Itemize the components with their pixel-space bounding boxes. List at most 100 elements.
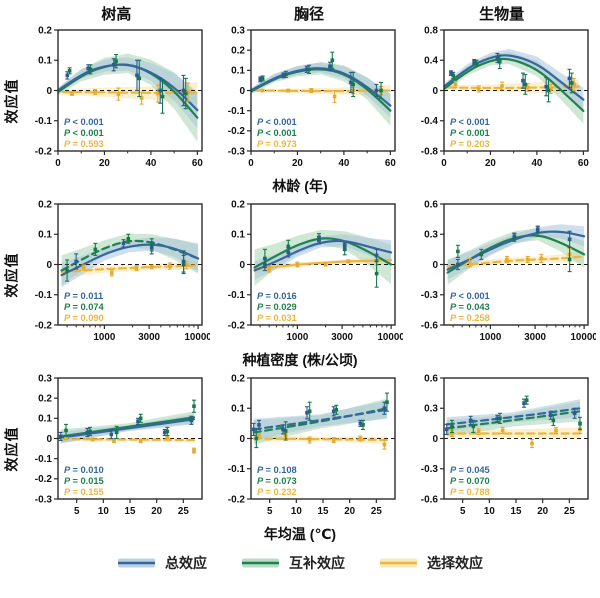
- legend-label-complementarity: 互补效应: [289, 555, 345, 571]
- svg-text:5: 5: [460, 506, 466, 517]
- svg-text:-0.2: -0.2: [228, 126, 246, 137]
- svg-text:P = 0.015: P = 0.015: [64, 476, 104, 486]
- legend-item-total: 总效应: [117, 553, 207, 573]
- svg-text:-0.1: -0.1: [228, 464, 246, 475]
- svg-text:0.1: 0.1: [38, 414, 52, 425]
- legend-label-total: 总效应: [165, 555, 207, 571]
- svg-text:P = 0.029: P = 0.029: [257, 302, 297, 312]
- svg-text:P = 0.258: P = 0.258: [450, 313, 490, 323]
- column-title-tree-height: 树高: [101, 5, 132, 23]
- row-age: 效应值 0.2 0.1 0 -0.1 -0.2 0 20 40 60 P < 0.001 P < 0…: [2, 24, 598, 177]
- svg-text:0.3: 0.3: [424, 404, 438, 415]
- svg-text:15: 15: [510, 506, 521, 517]
- panel-dbh-vs-age: 0.30.20.10-0.1-0.2-0.30 20 40 60P < 0.001P …: [228, 25, 397, 169]
- svg-text:P < 0.001: P < 0.001: [450, 128, 490, 138]
- svg-text:-0.3: -0.3: [228, 146, 246, 157]
- svg-text:0.8: 0.8: [424, 25, 438, 36]
- svg-text:5: 5: [267, 506, 273, 517]
- svg-text:0: 0: [432, 260, 438, 271]
- svg-text:P = 0.016: P = 0.016: [257, 291, 297, 301]
- legend: 总效应 互补效应 选择效应: [2, 548, 598, 578]
- svg-text:0.1: 0.1: [231, 66, 245, 77]
- column-title-dbh: 胸径: [293, 5, 324, 23]
- svg-text:10000: 10000: [185, 332, 211, 343]
- svg-text:0: 0: [47, 260, 53, 271]
- svg-text:0: 0: [441, 158, 447, 169]
- svg-text:3000: 3000: [331, 332, 353, 343]
- svg-text:0.1: 0.1: [231, 230, 245, 241]
- complementarity-effect-line-icon: [241, 556, 281, 570]
- svg-text:0.1: 0.1: [231, 404, 245, 415]
- svg-text:0: 0: [239, 260, 245, 271]
- svg-text:P = 0.090: P = 0.090: [64, 313, 104, 323]
- svg-text:0.3: 0.3: [38, 373, 52, 384]
- svg-text:P = 0.074: P = 0.074: [64, 302, 105, 312]
- svg-text:0: 0: [239, 86, 245, 97]
- svg-text:P = 0.073: P = 0.073: [257, 476, 297, 486]
- selection-effect-line-icon: [379, 556, 419, 570]
- svg-text:-0.1: -0.1: [35, 454, 53, 465]
- y-axis-label-row1: 效应值: [3, 78, 19, 123]
- svg-text:P = 0.045: P = 0.045: [450, 465, 490, 475]
- svg-text:1000: 1000: [479, 332, 501, 343]
- svg-text:25: 25: [371, 506, 382, 517]
- svg-text:0: 0: [432, 434, 438, 445]
- svg-text:10: 10: [484, 506, 495, 517]
- svg-text:0.2: 0.2: [231, 373, 245, 384]
- svg-text:0.2: 0.2: [38, 25, 52, 36]
- svg-text:P < 0.001: P < 0.001: [64, 128, 104, 138]
- svg-text:40: 40: [338, 158, 349, 169]
- svg-text:-0.2: -0.2: [35, 146, 53, 157]
- svg-text:0: 0: [248, 158, 254, 169]
- svg-text:1000: 1000: [94, 332, 116, 343]
- svg-text:0.4: 0.4: [424, 56, 438, 67]
- svg-text:25: 25: [564, 506, 575, 517]
- svg-text:15: 15: [125, 506, 136, 517]
- svg-text:P = 0.155: P = 0.155: [64, 487, 104, 497]
- svg-text:1000: 1000: [286, 332, 308, 343]
- column-titles-row: 树高 胸径 生物量: [2, 2, 598, 24]
- svg-text:20: 20: [152, 506, 163, 517]
- svg-text:-0.2: -0.2: [35, 474, 53, 485]
- svg-text:10: 10: [291, 506, 302, 517]
- svg-text:P < 0.001: P < 0.001: [257, 128, 297, 138]
- svg-text:P = 0.031: P = 0.031: [257, 313, 297, 323]
- svg-text:20: 20: [292, 158, 303, 169]
- total-effect-line-icon: [117, 556, 157, 570]
- svg-text:P = 0.043: P = 0.043: [450, 302, 490, 312]
- svg-text:P = 0.203: P = 0.203: [450, 139, 490, 149]
- svg-text:0.2: 0.2: [231, 199, 245, 210]
- svg-text:0: 0: [432, 86, 438, 97]
- svg-text:-0.1: -0.1: [228, 106, 246, 117]
- svg-text:20: 20: [99, 158, 110, 169]
- svg-text:0.3: 0.3: [424, 230, 438, 241]
- svg-text:40: 40: [146, 158, 157, 169]
- svg-text:0.6: 0.6: [424, 199, 438, 210]
- svg-text:60: 60: [385, 158, 396, 169]
- svg-text:-0.6: -0.6: [420, 494, 438, 505]
- svg-text:60: 60: [192, 158, 203, 169]
- svg-text:-0.3: -0.3: [420, 290, 438, 301]
- svg-text:0: 0: [47, 434, 53, 445]
- svg-text:P < 0.001: P < 0.001: [450, 291, 490, 301]
- svg-text:P = 0.010: P = 0.010: [64, 465, 104, 475]
- svg-text:25: 25: [178, 506, 189, 517]
- svg-text:0.1: 0.1: [38, 230, 52, 241]
- svg-text:-0.3: -0.3: [35, 494, 53, 505]
- svg-text:10000: 10000: [570, 332, 596, 343]
- svg-text:20: 20: [485, 158, 496, 169]
- svg-text:20: 20: [537, 506, 548, 517]
- legend-item-selection: 选择效应: [379, 553, 483, 573]
- svg-text:-0.2: -0.2: [35, 320, 53, 331]
- svg-text:-0.6: -0.6: [420, 320, 438, 331]
- x-axis-label-temperature: 年均温 (℃): [263, 526, 337, 542]
- y-axis-label-row3: 效应值: [3, 426, 19, 471]
- svg-text:0: 0: [47, 86, 53, 97]
- svg-text:10: 10: [98, 506, 109, 517]
